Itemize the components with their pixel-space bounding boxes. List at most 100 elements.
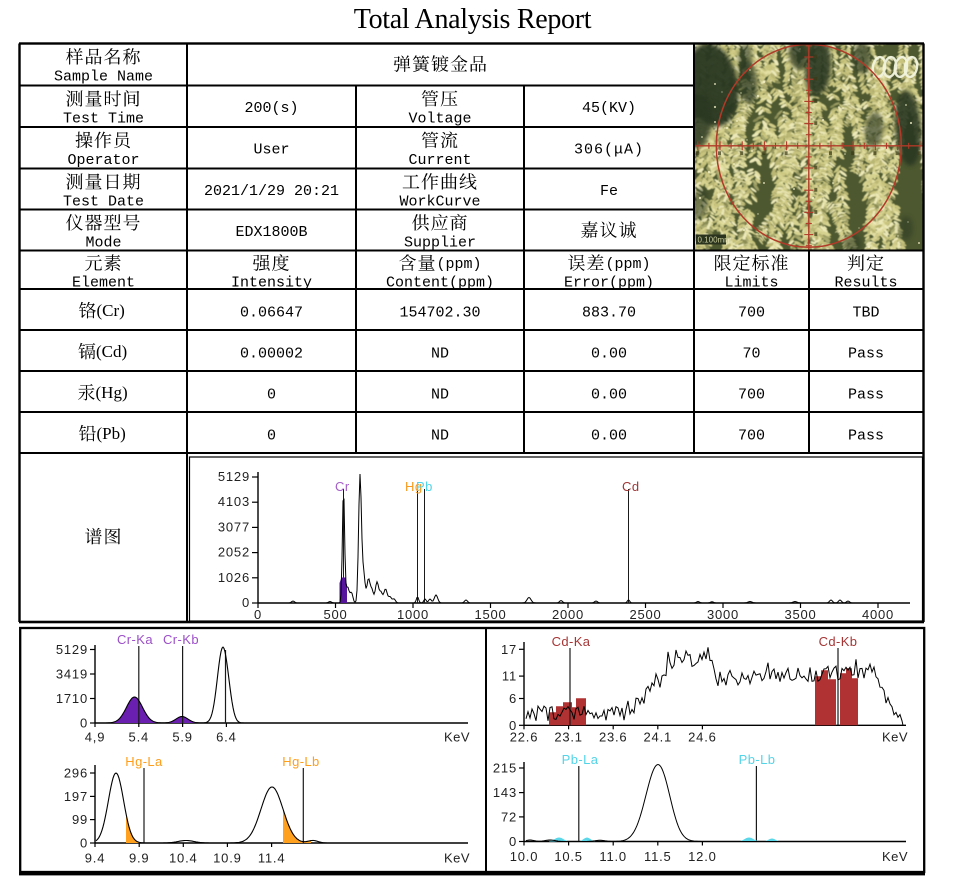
svg-text:Pass: Pass (848, 387, 884, 404)
svg-text:0.00: 0.00 (591, 346, 627, 363)
svg-text:Hg-Lb: Hg-Lb (282, 754, 319, 769)
svg-text:Fe: Fe (600, 183, 618, 200)
svg-text:0.00002: 0.00002 (240, 346, 303, 363)
svg-text:Mode: Mode (85, 235, 121, 252)
svg-text:10.4: 10.4 (169, 851, 198, 866)
svg-text:99: 99 (72, 812, 88, 827)
svg-text:Supplier: Supplier (404, 235, 476, 252)
svg-text:1000: 1000 (397, 607, 429, 622)
svg-text:9.4: 9.4 (85, 851, 105, 866)
svg-text:Cr: Cr (335, 479, 350, 494)
svg-text:24.6: 24.6 (688, 729, 717, 744)
svg-text:KeV: KeV (444, 851, 470, 866)
svg-text:3500: 3500 (784, 607, 816, 622)
svg-text:Pb: Pb (416, 479, 433, 494)
svg-text:70: 70 (742, 346, 760, 363)
svg-text:Pass: Pass (848, 346, 884, 363)
svg-text:4000: 4000 (862, 607, 894, 622)
svg-text:Test Time: Test Time (63, 111, 144, 128)
svg-text:3419: 3419 (56, 667, 88, 682)
svg-text:700: 700 (738, 428, 765, 445)
svg-text:17: 17 (501, 642, 517, 657)
svg-text:Cd: Cd (622, 479, 640, 494)
svg-text:0.00: 0.00 (591, 428, 627, 445)
svg-text:5.4: 5.4 (129, 730, 149, 745)
svg-text:0: 0 (80, 716, 88, 731)
svg-text:45(KV): 45(KV) (582, 100, 636, 117)
svg-text:Operator: Operator (67, 152, 139, 169)
svg-text:Error(ppm): Error(ppm) (564, 275, 654, 292)
svg-text:10.5: 10.5 (554, 849, 583, 864)
svg-text:215: 215 (493, 761, 517, 776)
svg-text:4,9: 4,9 (85, 730, 105, 745)
svg-text:(Hg): (Hg) (96, 383, 128, 402)
svg-text:0: 0 (254, 607, 262, 622)
svg-text:Pass: Pass (848, 428, 884, 445)
svg-text:24.1: 24.1 (644, 729, 673, 744)
svg-text:User: User (253, 142, 289, 159)
svg-text:Current: Current (408, 152, 471, 169)
svg-text:ND: ND (431, 387, 449, 404)
svg-text:500: 500 (323, 607, 347, 622)
svg-text:1026: 1026 (218, 570, 250, 585)
svg-text:0.00: 0.00 (591, 387, 627, 404)
svg-text:1710: 1710 (56, 691, 88, 706)
svg-text:2000: 2000 (552, 607, 584, 622)
svg-text:11.4: 11.4 (258, 851, 286, 866)
svg-text:700: 700 (738, 387, 765, 404)
svg-text:Cd-Ka: Cd-Ka (552, 634, 591, 649)
svg-text:10.0: 10.0 (510, 849, 539, 864)
svg-text:TBD: TBD (852, 305, 879, 322)
svg-text:ND: ND (431, 346, 449, 363)
svg-text:11: 11 (502, 669, 517, 684)
svg-text:1500: 1500 (474, 607, 506, 622)
svg-text:WorkCurve: WorkCurve (399, 194, 480, 211)
svg-text:3000: 3000 (707, 607, 739, 622)
svg-text:KeV: KeV (882, 729, 908, 744)
svg-text:0.100mm: 0.100mm (698, 236, 732, 245)
svg-text:10.9: 10.9 (213, 851, 242, 866)
svg-text:0: 0 (509, 834, 517, 849)
svg-text:296: 296 (64, 766, 88, 781)
svg-text:Cd-Kb: Cd-Kb (819, 634, 858, 649)
svg-text:Voltage: Voltage (408, 111, 471, 128)
svg-text:22.6: 22.6 (510, 729, 539, 744)
svg-text:Sample Name: Sample Name (54, 69, 153, 86)
svg-text:0: 0 (80, 836, 88, 851)
svg-text:5129: 5129 (218, 469, 250, 484)
svg-text:2021/1/29 20:21: 2021/1/29 20:21 (204, 183, 339, 200)
svg-text:ND: ND (431, 428, 449, 445)
svg-text:154702.30: 154702.30 (399, 305, 480, 322)
svg-text:0: 0 (242, 595, 250, 610)
svg-text:KeV: KeV (882, 849, 908, 864)
svg-text:6.4: 6.4 (216, 730, 236, 745)
svg-text:143: 143 (493, 785, 517, 800)
svg-text:5129: 5129 (56, 642, 88, 657)
svg-text:Cr-Kb: Cr-Kb (163, 632, 199, 647)
svg-text:(Cd): (Cd) (96, 342, 127, 361)
svg-text:Results: Results (834, 275, 897, 292)
svg-text:4103: 4103 (218, 494, 250, 509)
svg-text:(ppm): (ppm) (437, 256, 482, 273)
svg-text:11.5: 11.5 (644, 849, 672, 864)
svg-text:2500: 2500 (629, 607, 661, 622)
svg-text:700: 700 (738, 305, 765, 322)
svg-text:Limits: Limits (724, 275, 778, 292)
svg-text:EDX1800B: EDX1800B (235, 224, 307, 241)
svg-text:3077: 3077 (218, 519, 250, 534)
svg-text:Hg: Hg (405, 479, 423, 494)
svg-text:(Cr): (Cr) (97, 301, 125, 320)
svg-text:11.0: 11.0 (599, 849, 627, 864)
svg-text:6: 6 (509, 691, 517, 706)
svg-text:200(s): 200(s) (244, 100, 298, 117)
svg-text:Pb-Lb: Pb-Lb (739, 752, 776, 767)
svg-text:(ppm): (ppm) (606, 256, 651, 273)
svg-text:Hg-La: Hg-La (125, 754, 163, 769)
svg-text:Element: Element (72, 275, 135, 292)
svg-text:KeV: KeV (444, 730, 470, 745)
svg-text:72: 72 (501, 809, 517, 824)
svg-text:306(μA): 306(μA) (574, 142, 644, 159)
svg-text:197: 197 (64, 789, 88, 804)
svg-text:883.70: 883.70 (582, 305, 636, 322)
svg-text:Cr-Ka: Cr-Ka (117, 632, 153, 647)
